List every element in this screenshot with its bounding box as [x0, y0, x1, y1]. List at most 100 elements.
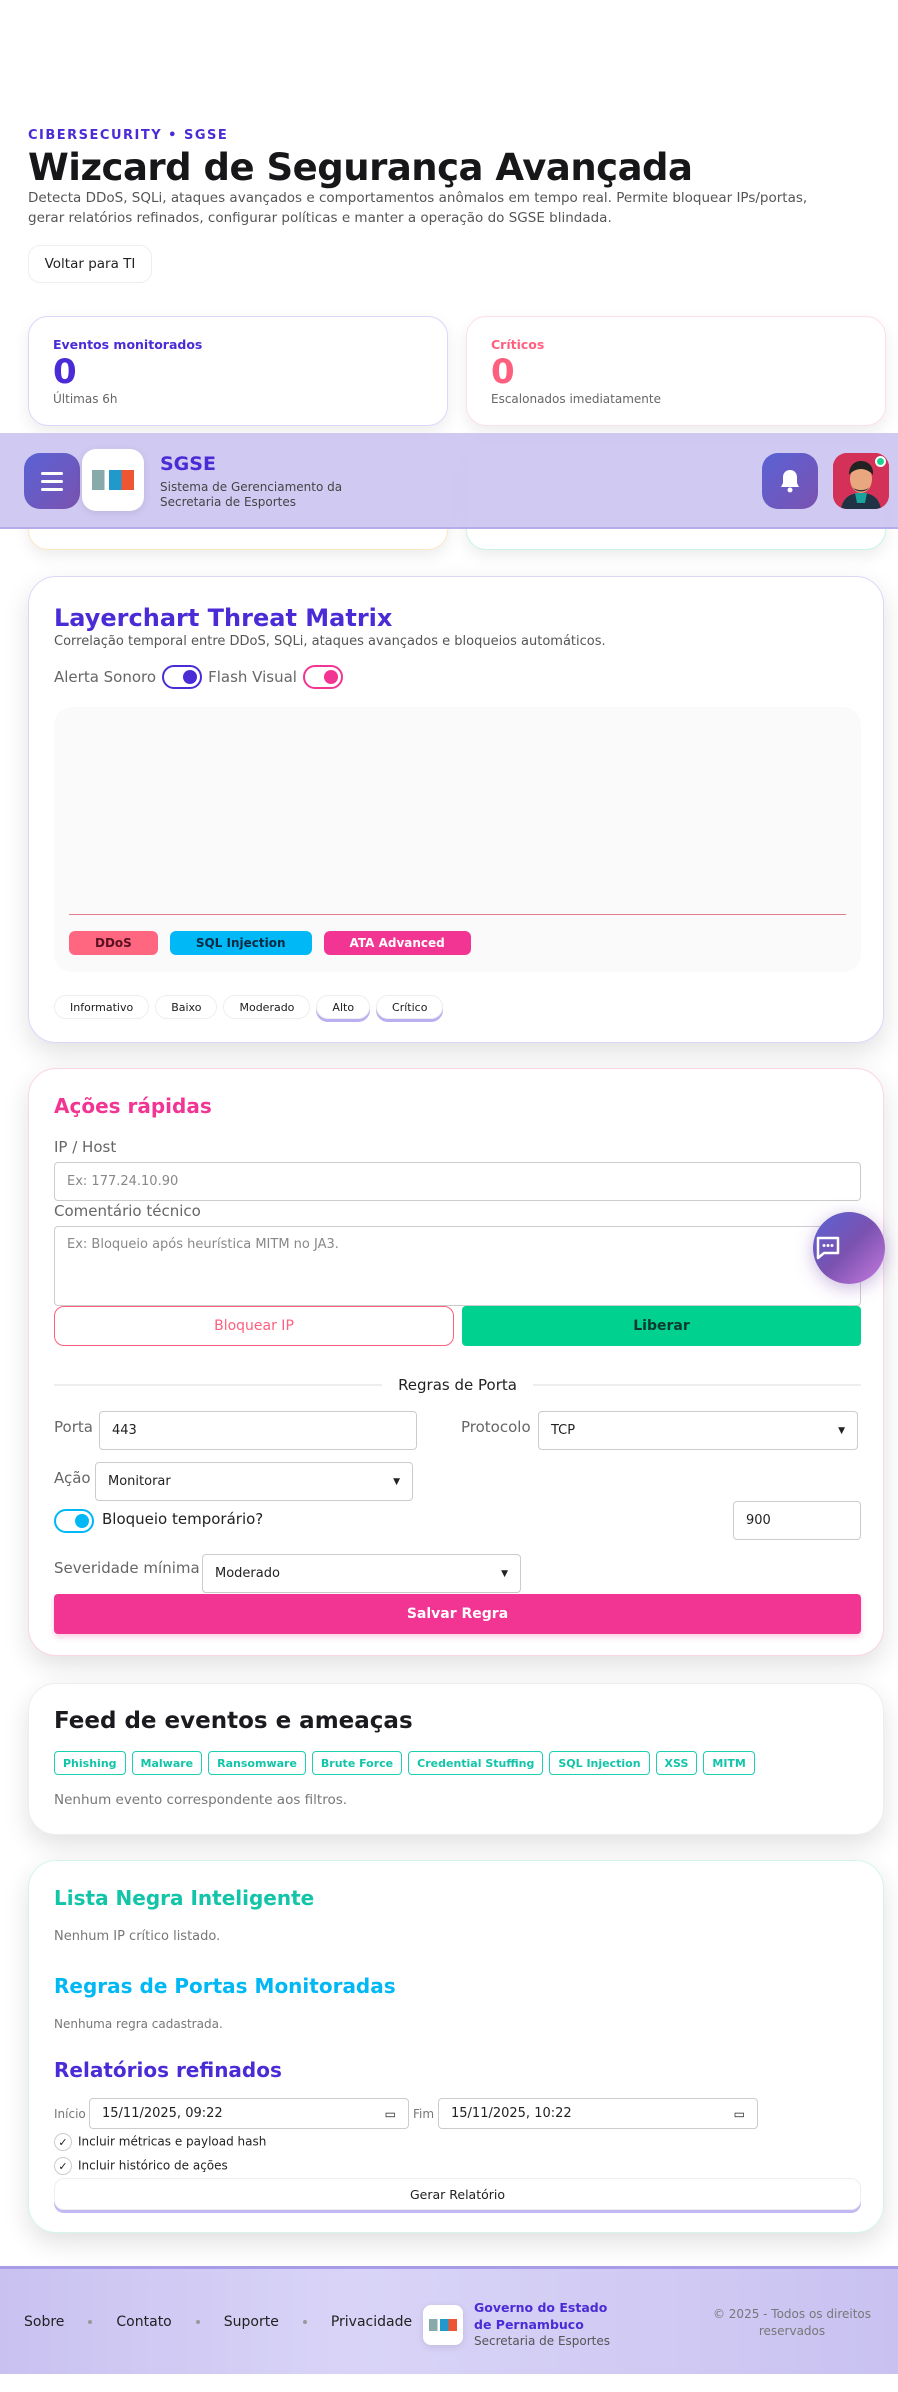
- caret-down-icon: ▼: [393, 1476, 400, 1487]
- severity-informativo[interactable]: Informativo: [54, 995, 150, 1019]
- severity-moderado[interactable]: Moderado: [223, 995, 311, 1019]
- threat-subtitle: Correlação temporal entre DDoS, SQLi, at…: [54, 634, 606, 649]
- hamburger-icon[interactable]: [24, 453, 80, 509]
- comment-textarea[interactable]: Ex: Bloqueio após heurística MITM no JA3…: [54, 1226, 861, 1306]
- stat-sub: Escalonados imediatamente: [491, 392, 661, 406]
- quick-actions-card: Ações rápidas IP / Host Ex: 177.24.10.90…: [28, 1068, 884, 1656]
- threat-matrix-card: Layerchart Threat Matrix Correlação temp…: [28, 576, 884, 1043]
- threat-chart-area: DDoS SQL Injection ATA Advanced: [54, 707, 861, 972]
- footer-logo: [423, 2305, 463, 2345]
- page-title: Wizcard de Segurança Avançada: [28, 146, 693, 189]
- footer-link-contato[interactable]: Contato: [116, 2314, 172, 2330]
- caret-down-icon: ▼: [838, 1425, 845, 1436]
- bell-icon[interactable]: [762, 453, 818, 509]
- threat-title: Layerchart Threat Matrix: [54, 604, 393, 632]
- footer: Sobre Contato Suporte Privacidade Govern…: [0, 2266, 898, 2374]
- release-button[interactable]: Liberar: [462, 1306, 861, 1346]
- tag-credential-stuffing[interactable]: Credential Stuffing: [408, 1751, 544, 1775]
- sound-alert-label: Alerta Sonoro: [54, 668, 157, 686]
- legend-ddos[interactable]: DDoS: [69, 931, 158, 955]
- chat-icon[interactable]: [813, 1212, 885, 1284]
- actions-title: Ações rápidas: [54, 1094, 212, 1118]
- stat-label: Críticos: [491, 337, 545, 352]
- lists-reports-card: Lista Negra Inteligente Nenhum IP crític…: [28, 1860, 884, 2233]
- port-rules-title: Regras de Portas Monitoradas: [54, 1974, 396, 1998]
- tag-xss[interactable]: XSS: [655, 1751, 698, 1775]
- footer-dept: Secretaria de Esportes: [474, 2334, 611, 2348]
- option-history[interactable]: ✓ Incluir histórico de ações: [54, 2157, 228, 2175]
- checkbox-checked-icon[interactable]: ✓: [54, 2157, 72, 2175]
- top-header: SGSE Sistema de Gerenciamento da Secreta…: [0, 433, 898, 529]
- severity-select[interactable]: Moderado ▼: [202, 1554, 521, 1593]
- temp-block-duration-input[interactable]: 900: [733, 1501, 861, 1540]
- feed-tags: Phishing Malware Ransomware Brute Force …: [54, 1751, 761, 1775]
- checkbox-checked-icon[interactable]: ✓: [54, 2133, 72, 2151]
- protocol-label: Protocolo: [461, 1418, 531, 1436]
- feed-empty: Nenhum evento correspondente aos filtros…: [54, 1792, 348, 1808]
- comment-label: Comentário técnico: [54, 1202, 201, 1220]
- footer-link-sobre[interactable]: Sobre: [24, 2314, 65, 2330]
- action-label: Ação: [54, 1469, 91, 1487]
- avatar[interactable]: [833, 453, 889, 509]
- severity-alto[interactable]: Alto: [316, 995, 371, 1019]
- port-rules-divider: Regras de Porta: [54, 1376, 862, 1394]
- sound-alert-toggle[interactable]: [162, 665, 203, 689]
- flash-visual-toggle[interactable]: [302, 665, 343, 689]
- tag-ransomware[interactable]: Ransomware: [208, 1751, 306, 1775]
- generate-report-button[interactable]: Gerar Relatório: [54, 2178, 861, 2210]
- legend-sql-injection[interactable]: SQL Injection: [169, 931, 312, 955]
- event-feed-card: Feed de eventos e ameaças Phishing Malwa…: [28, 1683, 884, 1835]
- footer-org: Governo do Estado de Pernambuco: [474, 2300, 608, 2332]
- severity-filters: Informativo Baixo Moderado Alto Crítico: [54, 995, 449, 1019]
- online-status-dot: [875, 456, 886, 467]
- port-input[interactable]: 443: [99, 1411, 417, 1450]
- back-button[interactable]: Voltar para TI: [28, 245, 152, 283]
- severity-label: Severidade mínima: [54, 1559, 200, 1577]
- header-title: SGSE: [160, 453, 216, 475]
- calendar-icon[interactable]: ▭: [733, 2106, 745, 2121]
- ip-input[interactable]: Ex: 177.24.10.90: [54, 1162, 861, 1201]
- footer-link-privacidade[interactable]: Privacidade: [330, 2314, 413, 2330]
- end-label: Fim: [413, 2107, 435, 2121]
- start-label: Início: [54, 2107, 86, 2121]
- reports-title: Relatórios refinados: [54, 2058, 282, 2082]
- end-datetime-input[interactable]: 15/11/2025, 10:22 ▭: [438, 2098, 758, 2129]
- port-rules-empty: Nenhuma regra cadastrada.: [54, 2017, 223, 2031]
- footer-copyright: © 2025 - Todos os direitos reservados: [712, 2307, 871, 2338]
- header-subtitle: Sistema de Gerenciamento da Secretaria d…: [160, 480, 343, 509]
- blacklist-empty: Nenhum IP crítico listado.: [54, 1929, 221, 1944]
- save-rule-button[interactable]: Salvar Regra: [54, 1594, 861, 1634]
- temp-block-toggle[interactable]: [54, 1509, 94, 1533]
- protocol-select[interactable]: TCP ▼: [538, 1411, 858, 1450]
- chart-legend: DDoS SQL Injection ATA Advanced: [69, 931, 471, 955]
- severity-critico[interactable]: Crítico: [376, 995, 444, 1019]
- severity-baixo[interactable]: Baixo: [155, 995, 218, 1019]
- tag-phishing[interactable]: Phishing: [54, 1751, 126, 1775]
- tag-brute-force[interactable]: Brute Force: [311, 1751, 403, 1775]
- port-label: Porta: [54, 1418, 93, 1436]
- stat-value: 0: [53, 352, 77, 392]
- page-description: Detecta DDoS, SQLi, ataques avançados e …: [28, 190, 808, 226]
- eyebrow: CIBERSECURITY • SGSE: [28, 128, 229, 143]
- start-datetime-input[interactable]: 15/11/2025, 09:22 ▭: [89, 2098, 409, 2129]
- tag-malware[interactable]: Malware: [131, 1751, 203, 1775]
- action-select[interactable]: Monitorar ▼: [95, 1462, 413, 1501]
- stat-value: 0: [491, 352, 515, 392]
- stat-sub: Últimas 6h: [53, 392, 118, 406]
- footer-link-suporte[interactable]: Suporte: [223, 2314, 279, 2330]
- flash-visual-label: Flash Visual: [208, 668, 297, 686]
- option-metrics[interactable]: ✓ Incluir métricas e payload hash: [54, 2133, 266, 2151]
- blacklist-title: Lista Negra Inteligente: [54, 1886, 315, 1910]
- chart-axis-line: [69, 914, 846, 915]
- calendar-icon[interactable]: ▭: [384, 2106, 396, 2121]
- ip-label: IP / Host: [54, 1138, 117, 1156]
- temp-block-label: Bloqueio temporário?: [102, 1510, 264, 1528]
- caret-down-icon: ▼: [501, 1568, 508, 1579]
- stat-card-critical: Críticos 0 Escalonados imediatamente: [466, 316, 886, 426]
- block-ip-button[interactable]: Bloquear IP: [54, 1306, 454, 1346]
- feed-title: Feed de eventos e ameaças: [54, 1708, 413, 1734]
- tag-mitm[interactable]: MITM: [703, 1751, 755, 1775]
- legend-ata-advanced[interactable]: ATA Advanced: [323, 931, 471, 955]
- government-logo: [82, 449, 144, 511]
- tag-sql-injection[interactable]: SQL Injection: [549, 1751, 650, 1775]
